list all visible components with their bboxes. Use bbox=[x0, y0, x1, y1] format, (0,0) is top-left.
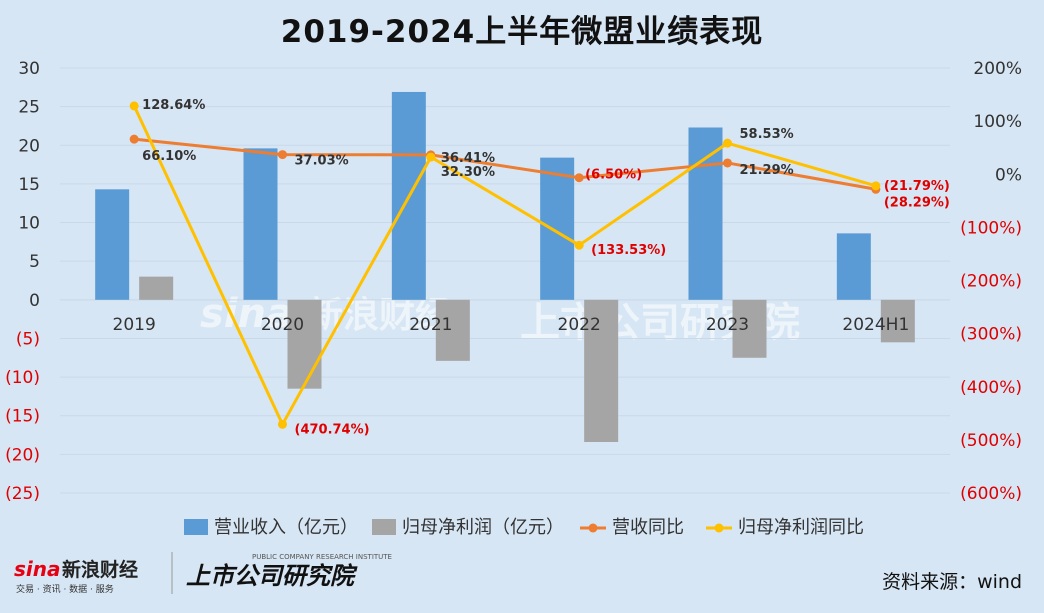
revenue-yoy-point bbox=[278, 150, 287, 160]
source-note: 资料来源：wind bbox=[882, 571, 1022, 593]
right-tick-label: (100%) bbox=[960, 218, 1022, 238]
legend-profit-yoy-marker bbox=[714, 523, 724, 533]
revenue-bar bbox=[95, 189, 130, 300]
sina-subtitle: 交易 · 资讯 · 数据 · 服务 bbox=[16, 583, 114, 595]
bars-layer bbox=[95, 91, 915, 442]
sina-logo: sina bbox=[14, 557, 61, 581]
x-tick-label: 2022 bbox=[558, 315, 601, 335]
left-tick-label: (10) bbox=[5, 368, 40, 388]
legend-revenue-label: 营业收入（亿元） bbox=[214, 517, 358, 538]
revenue-yoy-point bbox=[723, 158, 732, 168]
revenue-yoy-data-label: 66.10% bbox=[142, 149, 196, 164]
profit-yoy-point bbox=[426, 152, 436, 162]
left-tick-label: (15) bbox=[5, 407, 40, 427]
sina-watermark-name: 新浪财经 bbox=[306, 295, 451, 336]
revenue-yoy-data-label: 21.29% bbox=[740, 163, 794, 178]
revenue-bar bbox=[836, 233, 871, 300]
labels-layer: 66.10% 37.03% 36.41% (6.50%) 21.29% (28.29%) 1… bbox=[142, 98, 950, 437]
right-tick-label: (600%) bbox=[960, 484, 1022, 504]
profit-bar bbox=[584, 299, 619, 442]
left-tick-label: 30 bbox=[18, 59, 40, 79]
profit-yoy-point bbox=[871, 181, 881, 191]
left-tick-label: (20) bbox=[5, 445, 40, 465]
lines-layer bbox=[129, 101, 881, 429]
profit-bar bbox=[435, 299, 470, 361]
right-tick-label: (500%) bbox=[960, 431, 1022, 451]
profit-yoy-data-label: 128.64% bbox=[142, 98, 205, 113]
institute-name: 上市公司研究院 bbox=[186, 562, 358, 590]
revenue-yoy-data-label: (6.50%) bbox=[585, 168, 642, 183]
x-tick-label: 2020 bbox=[261, 315, 304, 335]
institute-en: PUBLIC COMPANY RESEARCH INSTITUTE bbox=[252, 553, 392, 561]
profit-bar bbox=[880, 299, 915, 343]
profit-yoy-point bbox=[723, 138, 732, 148]
right-tick-label: 100% bbox=[973, 112, 1022, 132]
profit-yoy-data-label: 32.30% bbox=[441, 165, 495, 180]
profit-yoy-data-label: (21.79%) bbox=[884, 179, 950, 194]
sina-name: 新浪财经 bbox=[62, 558, 138, 581]
legend-revenue-yoy-marker bbox=[588, 523, 598, 533]
profit-yoy-data-label: (133.53%) bbox=[591, 243, 666, 258]
left-tick-label: 0 bbox=[29, 291, 40, 311]
grid-layer bbox=[60, 67, 950, 494]
legend-revenue-swatch bbox=[184, 519, 208, 535]
profit-yoy-point bbox=[574, 240, 584, 250]
revenue-yoy-data-label: 36.41% bbox=[441, 151, 495, 166]
x-tick-label: 2023 bbox=[706, 315, 749, 335]
revenue-yoy-line bbox=[134, 137, 877, 191]
profit-bar bbox=[287, 299, 322, 389]
revenue-yoy-data-label: (28.29%) bbox=[884, 195, 950, 210]
left-tick-label: 15 bbox=[18, 175, 40, 195]
left-tick-label: 20 bbox=[18, 136, 40, 156]
profit-yoy-data-label: 58.53% bbox=[740, 127, 794, 142]
right-tick-label: (300%) bbox=[960, 325, 1022, 345]
left-tick-label: 5 bbox=[29, 252, 40, 272]
revenue-bar bbox=[540, 157, 575, 300]
left-tick-label: 25 bbox=[18, 98, 40, 118]
profit-yoy-point bbox=[129, 101, 139, 111]
revenue-yoy-point bbox=[129, 134, 139, 144]
legend-layer: 营业收入（亿元） 归母净利润（亿元） 营收同比 归母净利润同比 bbox=[184, 517, 864, 538]
revenue-yoy-point bbox=[574, 173, 584, 183]
profit-bar bbox=[139, 276, 174, 300]
legend-profit-label: 归母净利润（亿元） bbox=[402, 517, 564, 538]
left-tick-label: 10 bbox=[18, 214, 40, 234]
right-tick-label: (400%) bbox=[960, 378, 1022, 398]
right-tick-label: 0% bbox=[995, 165, 1022, 185]
revenue-bar bbox=[688, 127, 723, 300]
left-tick-label: (25) bbox=[5, 484, 40, 504]
x-tick-label: 2021 bbox=[409, 315, 452, 335]
right-tick-label: 200% bbox=[973, 59, 1022, 79]
legend-revenue-yoy-label: 营收同比 bbox=[612, 517, 684, 538]
profit-yoy-point bbox=[278, 419, 287, 429]
right-tick-label: (200%) bbox=[960, 272, 1022, 292]
legend-profit-swatch bbox=[372, 519, 396, 535]
x-tick-label: 2024H1 bbox=[842, 315, 909, 335]
left-tick-label: (5) bbox=[16, 329, 40, 349]
revenue-yoy-data-label: 37.03% bbox=[295, 154, 349, 169]
legend-profit-yoy-label: 归母净利润同比 bbox=[738, 517, 864, 538]
profit-bar bbox=[732, 299, 767, 358]
x-tick-label: 2019 bbox=[113, 315, 156, 335]
revenue-bar bbox=[243, 148, 278, 300]
page-title: 2019-2024上半年微盟业绩表现 bbox=[280, 14, 764, 50]
profit-yoy-data-label: (470.74%) bbox=[295, 422, 370, 437]
profit-yoy-line bbox=[132, 105, 877, 426]
axes-layer: 30 25 20 15 10 5 0 (5) (10) (15) (20) (25) 200% 100% 0… bbox=[5, 59, 1022, 504]
